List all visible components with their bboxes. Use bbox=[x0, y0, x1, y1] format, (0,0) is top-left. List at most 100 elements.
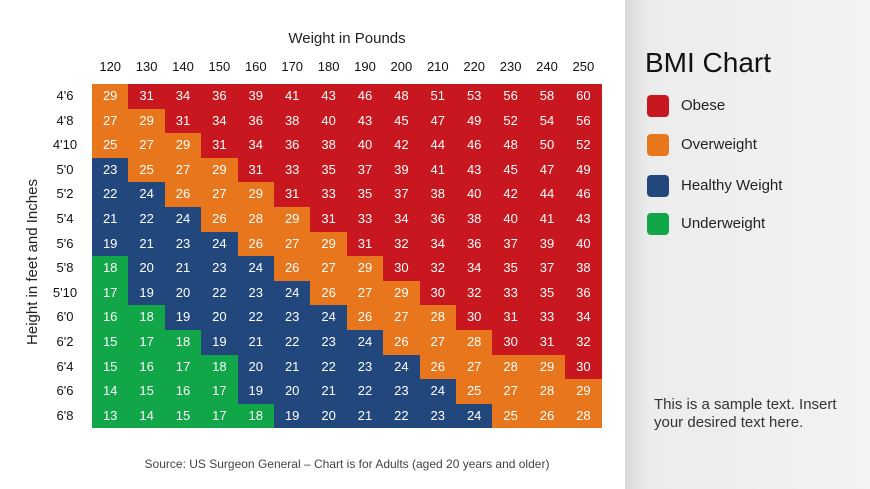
heatmap-cell: 20 bbox=[237, 354, 274, 380]
heatmap-cell: 30 bbox=[419, 280, 456, 306]
heatmap-cell: 41 bbox=[274, 84, 311, 109]
heatmap-cell: 31 bbox=[164, 108, 202, 134]
heatmap-cell: 31 bbox=[274, 182, 311, 207]
heatmap-cell: 43 bbox=[310, 84, 347, 109]
x-tick-label: 200 bbox=[390, 59, 413, 74]
legend-label-healthy: Healthy Weight bbox=[681, 177, 783, 194]
y-tick-label: 6'2 bbox=[56, 334, 74, 349]
heatmap-cell: 51 bbox=[419, 84, 456, 109]
x-tick-label: 130 bbox=[135, 59, 158, 74]
heatmap-cell: 23 bbox=[92, 157, 129, 183]
heatmap-cell: 29 bbox=[201, 157, 238, 183]
heatmap-cell: 27 bbox=[201, 182, 238, 207]
heatmap-cell: 29 bbox=[383, 280, 420, 306]
heatmap-cell: 39 bbox=[383, 157, 420, 183]
y-tick-label: 6'6 bbox=[56, 383, 74, 399]
heatmap-cell: 45 bbox=[383, 108, 420, 134]
heatmap-cell: 20 bbox=[310, 403, 347, 429]
heatmap-cell: 27 bbox=[310, 256, 347, 281]
heatmap-cell: 46 bbox=[346, 84, 384, 109]
heatmap-cell: 36 bbox=[565, 280, 602, 306]
heatmap-cell: 56 bbox=[492, 84, 529, 109]
heatmap-cell: 13 bbox=[92, 403, 129, 429]
heatmap-cell: 18 bbox=[128, 305, 165, 330]
heatmap-cell: 21 bbox=[92, 207, 129, 232]
heatmap-cell: 21 bbox=[346, 403, 384, 429]
heatmap-cell: 24 bbox=[419, 379, 456, 404]
y-tick-label: 6'4 bbox=[56, 358, 74, 374]
y-tick-label: 4'8 bbox=[56, 112, 74, 128]
heatmap-cell: 26 bbox=[310, 280, 347, 306]
heatmap-cell: 17 bbox=[201, 379, 238, 404]
heatmap-cell: 34 bbox=[456, 256, 493, 281]
x-tick-label: 190 bbox=[354, 59, 376, 74]
heatmap-cell: 18 bbox=[92, 256, 129, 281]
x-tick-label: 180 bbox=[317, 59, 340, 74]
y-tick-label: 5'10 bbox=[52, 284, 78, 300]
heatmap-cell: 60 bbox=[565, 84, 602, 109]
heatmap-cell: 41 bbox=[528, 207, 566, 232]
heatmap-cell: 34 bbox=[164, 84, 202, 109]
x-tick-label: 120 bbox=[99, 59, 122, 74]
heatmap-cell: 36 bbox=[201, 84, 238, 109]
heatmap-cell: 40 bbox=[346, 133, 384, 158]
heatmap-cell: 58 bbox=[528, 84, 566, 109]
legend-panel bbox=[625, 0, 870, 489]
heatmap-cell: 43 bbox=[456, 157, 493, 183]
heatmap-cell: 37 bbox=[528, 256, 566, 281]
heatmap-cell: 56 bbox=[565, 108, 602, 134]
heatmap-cell: 38 bbox=[565, 256, 602, 281]
heatmap-cell: 26 bbox=[346, 305, 384, 330]
heatmap-cell: 22 bbox=[310, 354, 347, 380]
heatmap-cell: 40 bbox=[492, 207, 529, 232]
heatmap-cell: 30 bbox=[492, 330, 529, 355]
heatmap-cell: 27 bbox=[92, 108, 129, 134]
heatmap-cell: 31 bbox=[310, 207, 347, 232]
x-tick-label: 140 bbox=[172, 59, 194, 74]
heatmap-cell: 27 bbox=[456, 354, 493, 380]
heatmap-cell: 20 bbox=[274, 379, 311, 404]
heatmap-cell: 29 bbox=[237, 182, 274, 207]
legend-swatch-overweight bbox=[647, 134, 669, 156]
heatmap-cell: 26 bbox=[237, 231, 274, 257]
legend-label-overweight: Overweight bbox=[681, 136, 757, 153]
heatmap-cell: 26 bbox=[419, 354, 456, 380]
x-tick-label: 150 bbox=[208, 59, 231, 74]
heatmap-cell: 19 bbox=[201, 330, 238, 355]
heatmap-cell: 16 bbox=[164, 379, 202, 404]
heatmap-cell: 31 bbox=[128, 84, 165, 109]
heatmap-cell: 24 bbox=[237, 256, 274, 281]
heatmap-cell: 35 bbox=[346, 182, 384, 207]
heatmap-cell: 41 bbox=[419, 157, 456, 183]
heatmap-cell: 18 bbox=[164, 330, 202, 355]
x-tick-label: 230 bbox=[499, 59, 522, 74]
heatmap-cell: 37 bbox=[492, 231, 529, 257]
heatmap-cell: 29 bbox=[565, 379, 602, 404]
heatmap-cell: 23 bbox=[274, 305, 311, 330]
heatmap-cell: 27 bbox=[164, 157, 202, 183]
heatmap-cell: 19 bbox=[237, 379, 274, 404]
heatmap-cell: 21 bbox=[237, 330, 274, 355]
heatmap-cell: 38 bbox=[456, 207, 493, 232]
heatmap-cell: 17 bbox=[128, 330, 165, 355]
legend-label-obese: Obese bbox=[681, 97, 726, 114]
y-tick-label: 4'10 bbox=[52, 137, 78, 153]
heatmap-cell: 26 bbox=[164, 182, 202, 207]
heatmap-cell: 15 bbox=[164, 403, 202, 429]
heatmap-cell: 19 bbox=[164, 305, 202, 330]
y-tick-label: 6'8 bbox=[56, 407, 74, 423]
y-tick-label: 5'2 bbox=[56, 186, 74, 202]
heatmap-cell: 31 bbox=[528, 330, 566, 355]
heatmap-cell: 24 bbox=[346, 330, 384, 355]
source-note: Source: US Surgeon General – Chart is fo… bbox=[144, 457, 550, 471]
heatmap-cell: 46 bbox=[456, 133, 493, 158]
heatmap-cell: 22 bbox=[274, 330, 311, 355]
heatmap-cell: 28 bbox=[456, 330, 493, 355]
y-tick-label: 5'0 bbox=[56, 161, 74, 177]
y-tick-label: 6'0 bbox=[56, 309, 74, 325]
heatmap-cell: 16 bbox=[128, 354, 165, 380]
heatmap-cell: 29 bbox=[528, 354, 566, 380]
heatmap-cell: 54 bbox=[528, 108, 566, 134]
heatmap-cell: 45 bbox=[492, 157, 529, 183]
heatmap-cell: 27 bbox=[419, 330, 456, 355]
